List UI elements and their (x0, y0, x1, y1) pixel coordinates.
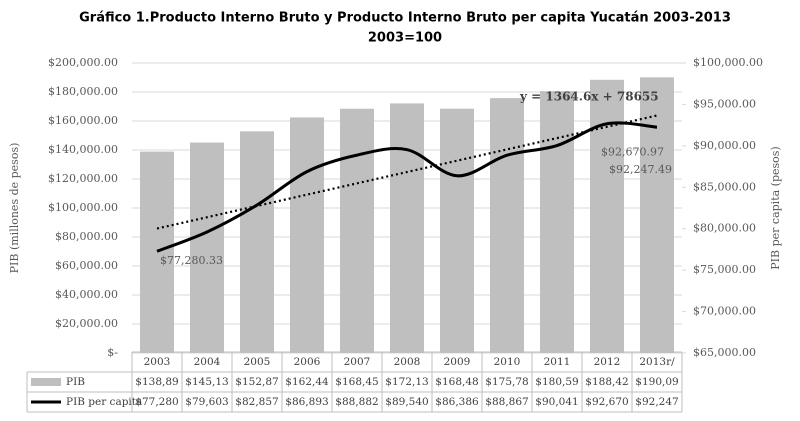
y-axis-title: PIB (millones de pesos) (8, 143, 21, 274)
x-tick-label: 2003 (144, 356, 171, 368)
table-cell: $190,09 (635, 376, 678, 388)
chart-title: Gráfico 1.Producto Interno Bruto y Produ… (79, 11, 731, 26)
data-label: $92,247.49 (609, 163, 672, 176)
bar (290, 117, 324, 353)
x-tick-label: 2005 (244, 356, 271, 368)
table-cell: $88,867 (485, 396, 528, 408)
trendline-label: y = 1364.6x + 78655 (519, 90, 659, 104)
y-tick-label: $200,000.00 (48, 56, 118, 69)
table-cell: $175,78 (485, 376, 528, 388)
y-tick-label: $60,000.00 (55, 259, 118, 272)
y2-axis-title: PIB per capita (pesos) (769, 146, 782, 269)
bar (190, 142, 224, 353)
y2-tick-label: $80,000.00 (693, 222, 756, 235)
table-cell: $188,42 (585, 376, 628, 388)
bar (490, 98, 524, 353)
legend-label: PIB per capita (66, 396, 142, 408)
x-tick-label: 2008 (394, 356, 421, 368)
table-cell: $162,44 (285, 376, 329, 388)
bar (590, 79, 624, 353)
bar (640, 77, 674, 353)
table-cell: $92,670 (585, 396, 628, 408)
table-cell: $138,89 (135, 376, 178, 388)
table-cell: $168,45 (335, 376, 378, 388)
table-cell: $172,13 (385, 376, 428, 388)
bar (340, 108, 374, 353)
x-tick-label: 2006 (294, 356, 321, 368)
data-label: $92,670.97 (601, 146, 664, 159)
x-tick-label: 2010 (494, 356, 521, 368)
x-tick-label: 2012 (594, 356, 621, 368)
table-cell: $82,857 (235, 396, 278, 408)
bar (390, 103, 424, 353)
bar (240, 131, 274, 353)
table-cell: $92,247 (635, 396, 678, 408)
y2-tick-label: $75,000.00 (693, 263, 756, 276)
trendline (156, 114, 658, 230)
x-tick-label: 2013r/ (639, 356, 675, 368)
legend-label: PIB (66, 376, 85, 388)
table-cell: $79,603 (185, 396, 228, 408)
legend-swatch (31, 378, 61, 386)
y-tick-label: $180,000.00 (48, 85, 118, 98)
line (156, 121, 658, 253)
table-cell: $90,041 (535, 396, 578, 408)
y2-tick-label: $70,000.00 (693, 305, 756, 318)
table-cell: $86,893 (285, 396, 328, 408)
table-cell: $152,87 (235, 376, 278, 388)
chart-subtitle: 2003=100 (368, 31, 442, 46)
table-cell: $89,540 (385, 396, 428, 408)
bar (540, 91, 574, 353)
bar (440, 108, 474, 353)
y2-tick-label: $85,000.00 (693, 180, 756, 193)
y-tick-label: $80,000.00 (55, 230, 118, 243)
y2-tick-label: $95,000.00 (693, 97, 756, 110)
y-tick-label: $140,000.00 (48, 143, 118, 156)
x-tick-label: 2007 (344, 356, 371, 368)
table-cell: $180,59 (535, 376, 578, 388)
y-tick-label: $20,000.00 (55, 317, 118, 330)
table-cell: $77,280 (135, 396, 178, 408)
table-cell: $86,386 (435, 396, 479, 408)
x-tick-label: 2009 (444, 356, 471, 368)
bar (140, 151, 174, 353)
y2-tick-label: $65,000.00 (693, 346, 756, 359)
y-tick-label: $160,000.00 (48, 114, 118, 127)
y-tick-label: $120,000.00 (48, 172, 118, 185)
data-label: $77,280.33 (160, 254, 223, 267)
table-cell: $145,13 (185, 376, 228, 388)
table-cell: $168,48 (435, 376, 478, 388)
y-tick-label: $100,000.00 (48, 201, 118, 214)
y-tick-label: $40,000.00 (55, 288, 118, 301)
y-tick-label: $- (107, 346, 118, 359)
x-tick-label: 2004 (194, 356, 221, 368)
table-cell: $88,882 (335, 396, 378, 408)
x-tick-label: 2011 (544, 356, 571, 368)
y2-tick-label: $100,000.00 (693, 56, 763, 69)
y2-tick-label: $90,000.00 (693, 139, 756, 152)
